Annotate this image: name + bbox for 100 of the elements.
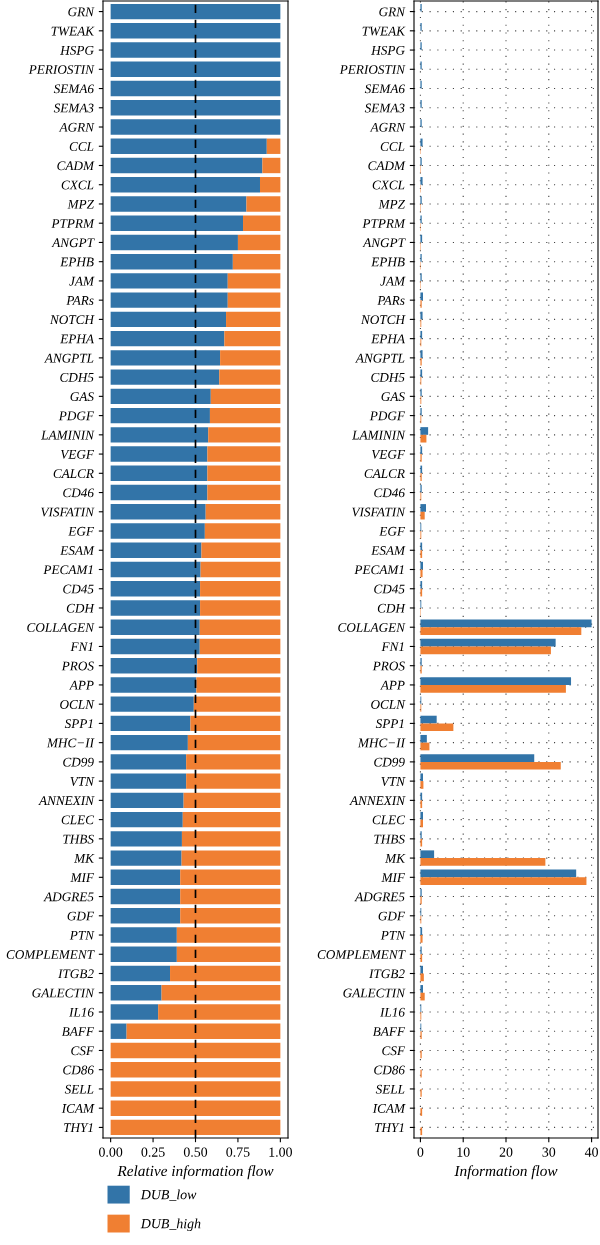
y-tick-label: EPHB [60,257,94,267]
y-tick-label: MHC−II [46,738,95,748]
bar [110,908,181,924]
y-tick-label: JAM [69,276,95,286]
bar [110,504,206,520]
y-tick-label: CXCL [61,180,94,190]
bar [420,819,423,828]
bar [193,696,281,712]
y-tick-label: LAMININ [41,430,95,440]
x-tick-label: 0.00 [99,1147,123,1157]
y-tick-label: CD86 [374,1065,405,1075]
y-tick-label: PECAM1 [354,565,404,575]
bar [420,734,427,743]
bar [110,850,182,866]
y-tick-label: VTN [70,777,95,786]
x-tick-label: 1.00 [269,1147,292,1157]
bar [158,1004,281,1020]
legend-label: DUB_low [140,1189,197,1201]
bar [420,434,427,443]
y-tick-label: OCLN [371,700,406,709]
y-tick-label: MK [385,854,406,863]
bar [420,858,546,866]
bar [420,723,454,732]
bar [420,504,426,512]
y-tick-label: CLEC [372,815,406,825]
bar [110,215,244,231]
bar [226,311,281,328]
y-tick-label: JAM [380,276,406,286]
bar [110,446,208,462]
y-tick-label: AGRN [369,122,406,132]
bar [196,677,281,693]
y-tick-label: PARs [66,296,94,305]
y-tick-label: EPHB [371,257,405,267]
bar [110,715,191,732]
bar [110,465,208,481]
bar [420,877,587,886]
y-tick-label: CD99 [63,757,94,767]
bar [420,811,423,820]
y-tick-label: ANGPTL [44,353,94,363]
bar [190,715,281,732]
y-tick-label: ESAM [371,546,406,555]
y-tick-label: SEMA6 [53,84,94,94]
y-tick-label: TWEAK [51,26,95,36]
bar [420,985,423,993]
y-tick-label: THY1 [375,1123,404,1132]
bar [181,831,281,847]
bar [110,1081,281,1097]
bar [110,388,211,405]
bar [110,273,228,289]
y-tick-label: EPHA [371,334,406,344]
y-tick-label: COLLAGEN [338,623,406,632]
bar [420,742,430,751]
y-tick-label: CDH5 [371,372,405,382]
x-tick-label: 0 [417,1147,424,1157]
bar [110,23,281,39]
y-tick-label: CD46 [374,488,405,498]
bar [187,734,281,751]
bar [183,792,281,809]
bar [205,504,281,520]
y-tick-label: THBS [374,834,405,844]
bar [207,484,281,501]
bar [420,992,425,1001]
bar [420,511,425,520]
y-tick-label: MK [74,854,95,863]
y-tick-label: VEGF [371,449,406,459]
bar [110,369,220,385]
bar [420,627,582,635]
y-tick-label: GALECTIN [343,988,406,998]
bar [207,446,281,462]
bar [110,773,187,789]
bar [199,619,281,635]
bar [110,888,181,905]
y-tick-label: HSPG [371,45,405,55]
bar [199,638,281,655]
y-tick-label: APP [380,680,405,690]
bar [420,677,572,685]
y-tick-label: MIF [70,873,95,882]
y-tick-label: MIF [381,873,406,882]
bar [232,253,281,270]
bar [110,542,202,558]
x-tick-label: 30 [542,1147,556,1157]
y-tick-label: THBS [63,834,94,844]
bar [219,369,281,385]
bar [161,985,281,1001]
y-tick-label: SPP1 [375,719,404,729]
bar [170,965,281,982]
y-tick-label: PERIOSTIN [28,65,95,74]
bar [420,869,577,878]
bar [110,1042,281,1059]
y-tick-label: PROS [61,661,94,671]
bar [201,542,281,558]
bar [181,850,281,866]
y-tick-label: ESAM [60,546,95,555]
y-tick-label: GAS [70,392,94,402]
y-tick-label: AGRN [58,122,95,132]
y-tick-label: NOTCH [49,315,95,325]
y-tick-label: FN1 [381,642,404,652]
bar [420,427,429,435]
y-tick-label: ANNEXIN [349,796,406,805]
bar [110,292,228,308]
